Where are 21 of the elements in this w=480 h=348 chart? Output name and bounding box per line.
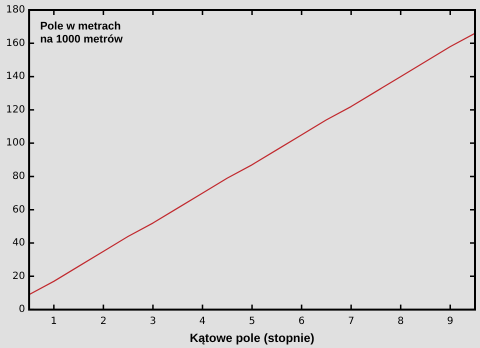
x-tick-label: 8 <box>397 316 404 328</box>
text: Pole w metrach na 1000 metrów <box>40 20 124 46</box>
x-tick-label: 4 <box>199 316 206 328</box>
x-tick-label: 5 <box>248 316 256 328</box>
x-tick-label: 2 <box>100 316 107 328</box>
y-tick-label: 0 <box>18 304 26 316</box>
y-tick-label: 140 <box>6 71 26 82</box>
y-tick-label: 60 <box>12 204 26 216</box>
x-tick-label: 9 <box>447 316 454 328</box>
y-tick-label: 160 <box>6 38 26 49</box>
x-tick-label: 1 <box>50 316 58 328</box>
x-tick-label: 7 <box>348 316 354 328</box>
x-axis-title: Kątowe pole (stopnie) <box>190 331 314 346</box>
y-tick-label: 20 <box>12 270 26 282</box>
y-tick-label: 40 <box>12 238 26 249</box>
y-tick-label: 180 <box>6 4 26 16</box>
x-tick-label: 3 <box>150 316 156 328</box>
x-tick-label: 6 <box>298 316 305 328</box>
y-tick-label: 80 <box>12 171 26 182</box>
y-tick-label: 120 <box>6 104 26 116</box>
y-tick-label: 100 <box>6 138 26 149</box>
